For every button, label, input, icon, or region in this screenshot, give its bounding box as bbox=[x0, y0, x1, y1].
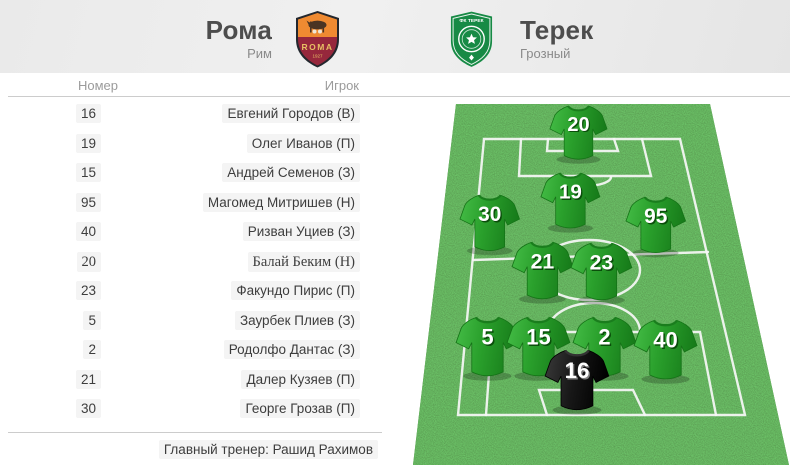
player-name: Факундо Пирис (П) bbox=[231, 281, 360, 300]
player-number: 20 bbox=[76, 251, 101, 272]
svg-text:15: 15 bbox=[526, 324, 550, 349]
svg-text:40: 40 bbox=[655, 329, 679, 354]
svg-text:21: 21 bbox=[530, 250, 554, 274]
roma-crest-year: 1927 bbox=[312, 54, 323, 59]
player-name: Магомед Митришев (Н) bbox=[202, 192, 360, 212]
player-name: Олег Иванов (П) bbox=[246, 133, 360, 153]
table-row[interactable]: 15 Андрей Семенов (З) bbox=[10, 158, 382, 188]
table-row[interactable]: 16 Евгений Городов (В) bbox=[10, 99, 382, 129]
terek-crest-title: ФК ТЕРЕК bbox=[459, 18, 483, 24]
away-team-city: Грозный bbox=[520, 46, 571, 61]
jersey-23[interactable]: 23 23 bbox=[569, 239, 634, 306]
table-row[interactable]: 21 Далер Кузяев (П) bbox=[10, 365, 382, 395]
table-row[interactable]: 23 Факундо Пирис (П) bbox=[10, 276, 382, 306]
terek-crest-icon[interactable]: ФК ТЕРЕК bbox=[448, 10, 495, 68]
player-number: 16 bbox=[75, 104, 101, 123]
table-row[interactable]: 19 Олег Иванов (П) bbox=[10, 129, 382, 159]
table-row[interactable]: 2 Родолфо Дантас (З) bbox=[10, 335, 382, 365]
player-name: Заурбек Плиев (З) bbox=[234, 310, 360, 330]
table-row[interactable]: 30 Георге Грозав (П) bbox=[10, 394, 382, 424]
home-team-name: Рома bbox=[205, 15, 272, 45]
player-number: 19 bbox=[75, 133, 101, 153]
jersey-40[interactable]: 40 40 bbox=[632, 316, 699, 386]
table-row[interactable]: 95 Магомед Митришев (Н) bbox=[10, 188, 382, 218]
home-team-city: Рим bbox=[247, 46, 272, 61]
jersey-95[interactable]: 95 95 bbox=[624, 193, 688, 259]
player-name: Георге Грозав (П) bbox=[240, 399, 360, 418]
player-number: 2 bbox=[83, 340, 101, 359]
svg-text:40: 40 bbox=[654, 327, 678, 352]
goalkeeper-jersey-16[interactable]: 16 16 bbox=[543, 346, 611, 417]
table-row[interactable]: 5 Заурбек Плиев (З) bbox=[10, 306, 382, 336]
match-header: Рома Рим ROMA 1927 bbox=[0, 0, 790, 73]
svg-text:16: 16 bbox=[566, 360, 591, 385]
table-row[interactable]: 20 Балай Беким (Н) bbox=[10, 247, 382, 277]
player-number: 95 bbox=[75, 192, 101, 212]
player-name: Ризван Уциев (З) bbox=[242, 222, 360, 241]
player-number: 15 bbox=[75, 163, 101, 182]
svg-text:2: 2 bbox=[598, 324, 610, 349]
roma-crest-icon[interactable]: ROMA 1927 bbox=[294, 10, 341, 68]
svg-text:20: 20 bbox=[567, 114, 589, 136]
svg-text:5: 5 bbox=[481, 324, 493, 349]
player-number: 5 bbox=[83, 310, 101, 330]
svg-text:95: 95 bbox=[646, 206, 670, 229]
player-name: Евгений Городов (В) bbox=[222, 104, 360, 123]
away-team-block[interactable]: Терек Грозный bbox=[520, 17, 593, 61]
jersey-19[interactable]: 19 19 bbox=[539, 169, 602, 234]
svg-text:23: 23 bbox=[591, 252, 615, 276]
column-header-player: Игрок bbox=[324, 78, 359, 93]
coach-divider bbox=[8, 432, 382, 433]
player-number: 40 bbox=[75, 222, 101, 241]
roma-crest-title: ROMA bbox=[302, 42, 334, 52]
player-number: 21 bbox=[75, 369, 101, 389]
lineup-table: 16 Евгений Городов (В) 19 Олег Иванов (П) 15… bbox=[10, 99, 382, 424]
svg-text:5: 5 bbox=[482, 326, 494, 351]
svg-text:30: 30 bbox=[478, 203, 501, 226]
svg-text:2: 2 bbox=[599, 326, 611, 351]
player-number: 30 bbox=[75, 399, 101, 418]
svg-text:19: 19 bbox=[560, 182, 583, 205]
player-name: Далер Кузяев (П) bbox=[241, 369, 360, 389]
shewolf-icon bbox=[306, 20, 327, 34]
home-team-block[interactable]: Рома Рим bbox=[206, 17, 272, 61]
table-row[interactable]: 40 Ризван Уциев (З) bbox=[10, 217, 382, 247]
svg-text:23: 23 bbox=[589, 251, 613, 275]
terek-crest-ornament-icon bbox=[469, 54, 474, 61]
table-header-divider bbox=[8, 96, 790, 97]
jersey-21[interactable]: 21 21 bbox=[510, 238, 575, 305]
svg-text:16: 16 bbox=[565, 358, 590, 383]
jersey-30[interactable]: 30 30 bbox=[458, 191, 522, 257]
svg-text:95: 95 bbox=[644, 205, 668, 228]
coach-name: Главный тренер: Рашид Рахимов bbox=[158, 440, 378, 459]
jersey-20[interactable]: 20 20 bbox=[548, 102, 609, 165]
svg-text:19: 19 bbox=[559, 181, 582, 204]
svg-text:30: 30 bbox=[480, 204, 503, 227]
player-name: Андрей Семенов (З) bbox=[222, 163, 360, 182]
away-team-name: Терек bbox=[520, 15, 594, 45]
player-number: 23 bbox=[75, 281, 101, 300]
terek-crest-star-icon bbox=[466, 33, 477, 44]
svg-text:15: 15 bbox=[527, 326, 551, 351]
player-name: Родолфо Дантас (З) bbox=[223, 340, 360, 359]
coach-line: Главный тренер: Рашид Рахимов bbox=[10, 438, 378, 462]
column-header-number: Номер bbox=[78, 78, 119, 93]
player-name: Балай Беким (Н) bbox=[247, 251, 360, 272]
svg-text:20: 20 bbox=[568, 115, 590, 137]
svg-text:21: 21 bbox=[532, 251, 556, 275]
